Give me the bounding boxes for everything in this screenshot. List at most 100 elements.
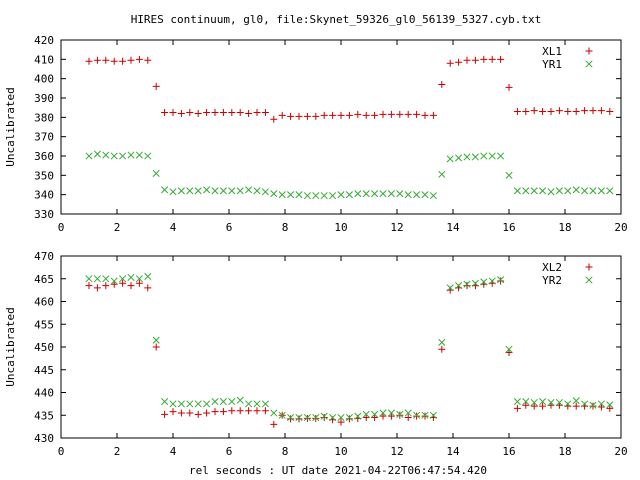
legend-cross-marker: [585, 276, 593, 284]
xl2-plus-marker: [413, 412, 421, 420]
yr2-cross-marker: [513, 398, 521, 406]
yr1-cross-marker: [547, 188, 555, 196]
yr2-cross-marker: [110, 277, 118, 285]
yr1-cross-marker: [379, 190, 387, 198]
x-tick-label: 8: [282, 445, 289, 458]
xl2-plus-marker: [505, 348, 513, 356]
x-tick-label: 4: [170, 445, 177, 458]
xl2-plus-marker: [253, 407, 261, 415]
yr2-cross-marker: [387, 409, 395, 417]
yr1-cross-marker: [354, 190, 362, 198]
yr2-cross-marker: [119, 275, 127, 283]
yr2-cross-marker: [303, 413, 311, 422]
yr1-cross-marker: [161, 186, 169, 194]
xl1-plus-marker: [312, 112, 320, 120]
xl1-plus-marker: [177, 109, 185, 117]
yr2-cross-marker: [421, 411, 429, 419]
yr2-cross-marker: [278, 411, 286, 419]
yr2-cross-marker: [203, 400, 211, 408]
y-tick-label: 410: [34, 53, 54, 66]
yr1-cross-marker: [295, 191, 303, 199]
xl1-plus-marker: [337, 111, 345, 119]
yr2-cross-marker: [337, 413, 345, 422]
x-tick-label: 6: [226, 445, 233, 458]
xl2-plus-marker: [135, 279, 143, 287]
yr1-cross-marker: [606, 187, 614, 195]
yr1-cross-marker: [446, 155, 454, 163]
xl1-plus-marker: [513, 108, 521, 116]
y-tick-label: 430: [34, 432, 54, 445]
yr1-cross-marker: [589, 187, 597, 195]
yr1-cross-marker: [186, 187, 194, 195]
xl1-plus-marker: [463, 56, 471, 64]
xl1-plus-marker: [404, 110, 412, 118]
yr2-cross-marker: [152, 336, 160, 344]
yr1-cross-marker: [312, 192, 320, 200]
xl2-plus-marker: [396, 411, 404, 419]
yr2-cross-marker: [539, 398, 547, 406]
yr1-cross-marker: [236, 187, 244, 195]
xl2-plus-marker: [438, 345, 446, 353]
y-tick-label: 470: [34, 250, 54, 263]
xl1-plus-marker: [438, 80, 446, 88]
legend-cross-marker: [585, 60, 593, 68]
yr1-cross-marker: [303, 192, 311, 200]
y-tick-label: 390: [34, 92, 54, 105]
xl1-plus-marker: [144, 56, 152, 64]
yr2-cross-marker: [236, 396, 244, 404]
x-tick-label: 14: [446, 221, 460, 234]
y-tick-label: 350: [34, 169, 54, 182]
yr1-cross-marker: [337, 191, 345, 199]
xl2-plus-marker: [530, 402, 538, 410]
xl2-plus-marker: [245, 407, 253, 415]
yr2-cross-marker: [261, 400, 269, 408]
y-tick-label: 440: [34, 387, 54, 400]
yr1-cross-marker: [387, 190, 395, 198]
xl2-plus-marker: [337, 418, 345, 426]
yr2-cross-marker: [329, 413, 337, 422]
yr2-cross-marker: [144, 272, 152, 281]
yr2-cross-marker: [194, 400, 202, 408]
xl2-plus-marker: [421, 412, 429, 420]
yr1-cross-marker: [169, 188, 177, 196]
xl1-plus-marker: [270, 115, 278, 123]
xl1-plus-marker: [127, 56, 135, 64]
xl1-plus-marker: [278, 111, 286, 119]
xl2-plus-marker: [513, 404, 521, 412]
yr2-cross-marker: [320, 412, 328, 420]
yr2-cross-marker: [446, 284, 454, 292]
legend-label: XL2: [542, 261, 562, 274]
xl1-plus-marker: [211, 109, 219, 116]
yr2-cross-marker: [438, 338, 446, 347]
xl1-plus-marker: [135, 55, 143, 63]
xl1-plus-marker: [413, 110, 421, 118]
yr1-cross-marker: [572, 186, 580, 194]
xl2-plus-marker: [93, 284, 101, 292]
yr1-cross-marker: [564, 187, 572, 195]
yr1-cross-marker: [455, 154, 463, 162]
y-tick-label: 445: [34, 364, 54, 377]
xl2-plus-marker: [522, 401, 530, 409]
x-tick-label: 14: [446, 445, 460, 458]
yr1-cross-marker: [429, 192, 437, 200]
legend-label: YR2: [542, 274, 562, 287]
xl1-plus-marker: [488, 55, 496, 63]
xl1-plus-marker: [572, 108, 580, 116]
yr2-cross-marker: [186, 400, 194, 408]
xl1-plus-marker: [253, 109, 261, 116]
yr1-cross-marker: [261, 188, 269, 196]
yr2-cross-marker: [135, 275, 143, 283]
xl1-plus-marker: [320, 111, 328, 119]
y-tick-label: 380: [34, 111, 54, 124]
yr2-cross-marker: [404, 409, 412, 417]
legend-label: YR1: [542, 58, 562, 71]
yr2-cross-marker: [362, 410, 370, 418]
yr2-cross-marker: [555, 398, 563, 407]
yr1-cross-marker: [597, 187, 605, 195]
xl2-plus-marker: [606, 404, 614, 412]
yr2-cross-marker: [455, 282, 463, 290]
yr2-cross-marker: [379, 409, 387, 417]
yr1-cross-marker: [505, 171, 513, 179]
xl1-plus-marker: [455, 58, 463, 66]
